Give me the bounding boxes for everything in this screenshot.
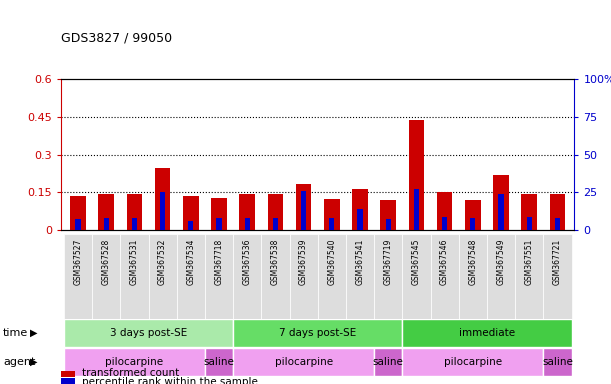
Bar [70, 196, 86, 230]
Text: GSM367548: GSM367548 [468, 238, 477, 285]
Text: GSM367532: GSM367532 [158, 238, 167, 285]
Text: GSM367551: GSM367551 [525, 238, 534, 285]
Bar [290, 234, 318, 319]
Bar [543, 348, 571, 376]
Bar [183, 196, 199, 230]
Bar [374, 348, 402, 376]
Text: ▶: ▶ [30, 357, 37, 367]
Bar [374, 234, 402, 319]
Text: GSM367549: GSM367549 [497, 238, 505, 285]
Bar [120, 234, 148, 319]
Bar [493, 175, 509, 230]
Bar [188, 220, 193, 230]
Text: GSM367718: GSM367718 [214, 238, 224, 285]
Bar [459, 234, 487, 319]
Bar [346, 234, 374, 319]
Bar [98, 194, 114, 230]
Bar [550, 194, 565, 230]
Text: pilocarpine: pilocarpine [274, 357, 332, 367]
Text: GSM367541: GSM367541 [356, 238, 365, 285]
Text: saline: saline [542, 357, 573, 367]
Bar [177, 234, 205, 319]
Bar [64, 319, 233, 347]
Bar [543, 234, 571, 319]
Bar [61, 371, 75, 377]
Text: GSM367545: GSM367545 [412, 238, 421, 285]
Bar [402, 348, 543, 376]
Bar [386, 219, 391, 230]
Bar [499, 194, 503, 230]
Bar [76, 219, 81, 230]
Bar [431, 234, 459, 319]
Text: GSM367546: GSM367546 [440, 238, 449, 285]
Text: pilocarpine: pilocarpine [105, 357, 164, 367]
Bar [329, 218, 334, 230]
Bar [104, 217, 109, 230]
Bar [92, 234, 120, 319]
Bar [240, 194, 255, 230]
Text: GSM367528: GSM367528 [101, 238, 111, 285]
Bar [132, 217, 137, 230]
Text: GDS3827 / 99050: GDS3827 / 99050 [61, 31, 172, 44]
Text: GSM367527: GSM367527 [73, 238, 82, 285]
Bar [442, 217, 447, 230]
Bar [61, 378, 75, 384]
Text: GSM367536: GSM367536 [243, 238, 252, 285]
Bar [487, 234, 515, 319]
Bar [148, 234, 177, 319]
Text: transformed count: transformed count [82, 368, 180, 378]
Text: GSM367721: GSM367721 [553, 238, 562, 285]
Bar [318, 234, 346, 319]
Text: percentile rank within the sample: percentile rank within the sample [82, 377, 258, 384]
Bar [465, 200, 481, 230]
Bar [205, 234, 233, 319]
Bar [155, 169, 170, 230]
Text: ▶: ▶ [30, 328, 37, 338]
Bar [211, 198, 227, 230]
Bar [515, 234, 543, 319]
Text: 3 days post-SE: 3 days post-SE [110, 328, 187, 338]
Bar [402, 234, 431, 319]
Text: GSM367540: GSM367540 [327, 238, 336, 285]
Bar [437, 192, 452, 230]
Text: saline: saline [203, 357, 235, 367]
Bar [216, 217, 222, 230]
Text: pilocarpine: pilocarpine [444, 357, 502, 367]
Bar [233, 319, 402, 347]
Bar [160, 192, 165, 230]
Bar [470, 217, 475, 230]
Bar [244, 217, 250, 230]
Bar [126, 194, 142, 230]
Bar [64, 234, 92, 319]
Bar [414, 189, 419, 230]
Bar [262, 234, 290, 319]
Bar [555, 218, 560, 230]
Bar [233, 234, 262, 319]
Bar [527, 217, 532, 230]
Text: saline: saline [373, 357, 404, 367]
Bar [381, 200, 396, 230]
Text: GSM367719: GSM367719 [384, 238, 393, 285]
Text: 7 days post-SE: 7 days post-SE [279, 328, 356, 338]
Bar [296, 184, 312, 230]
Bar [233, 348, 374, 376]
Text: GSM367534: GSM367534 [186, 238, 196, 285]
Bar [268, 194, 283, 230]
Text: immediate: immediate [459, 328, 515, 338]
Bar [301, 191, 306, 230]
Bar [64, 348, 205, 376]
Text: time: time [3, 328, 28, 338]
Bar [353, 189, 368, 230]
Bar [409, 121, 424, 230]
Bar [402, 319, 571, 347]
Bar [205, 348, 233, 376]
Text: GSM367531: GSM367531 [130, 238, 139, 285]
Bar [324, 199, 340, 230]
Text: GSM367539: GSM367539 [299, 238, 308, 285]
Text: GSM367538: GSM367538 [271, 238, 280, 285]
Bar [521, 194, 537, 230]
Bar [273, 217, 278, 230]
Bar [357, 209, 362, 230]
Text: agent: agent [3, 357, 35, 367]
